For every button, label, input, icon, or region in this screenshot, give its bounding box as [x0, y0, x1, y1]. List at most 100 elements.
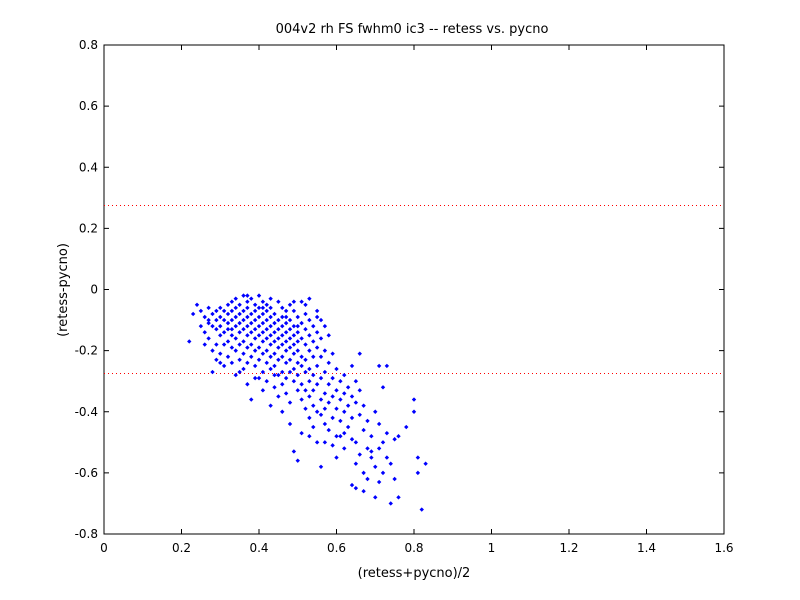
data-point [314, 314, 320, 320]
data-point [338, 434, 343, 439]
data-point [249, 311, 254, 317]
data-point [280, 314, 285, 320]
data-point [225, 311, 231, 317]
data-point [194, 302, 200, 307]
data-point [404, 424, 409, 430]
data-point [322, 391, 328, 396]
x-tick-label: 1.2 [559, 541, 578, 555]
data-point [334, 388, 339, 393]
data-point [357, 351, 362, 356]
data-point [303, 369, 308, 375]
data-point [264, 327, 269, 332]
data-point [237, 311, 242, 317]
data-point [214, 317, 219, 323]
data-point [287, 400, 293, 405]
data-point [260, 305, 266, 311]
data-point [318, 412, 324, 418]
data-point [198, 323, 204, 329]
data-point [276, 357, 281, 362]
data-point [268, 366, 273, 372]
data-point [342, 430, 347, 436]
data-point [291, 342, 297, 347]
data-point [353, 461, 359, 466]
data-point [280, 342, 285, 347]
data-point [307, 434, 312, 439]
data-point [353, 378, 359, 384]
data-point [264, 308, 269, 314]
data-point [326, 382, 331, 387]
data-point [206, 305, 211, 311]
data-point [303, 388, 308, 393]
data-point [272, 320, 277, 326]
data-point [345, 424, 351, 430]
data-point [303, 311, 308, 317]
data-point [233, 296, 238, 301]
data-point [295, 360, 300, 366]
data-point [330, 375, 335, 381]
data-point [291, 323, 297, 329]
data-point [225, 327, 231, 332]
data-point [256, 305, 262, 311]
data-point [233, 323, 238, 329]
data-point [268, 342, 273, 347]
x-tick-label: 1.4 [637, 541, 656, 555]
data-point [303, 302, 308, 307]
data-point [314, 440, 320, 445]
x-tick-label: 0.8 [404, 541, 423, 555]
data-point [283, 320, 289, 326]
data-point [245, 333, 250, 338]
data-point [295, 330, 300, 335]
data-point [303, 406, 308, 411]
data-point [249, 296, 254, 301]
y-tick-label: 0 [90, 283, 98, 297]
data-point [268, 403, 273, 408]
axis-ticks: 0 0.2 0.4 0.6 0.8 1 1.2 1.4 1.6 -0.8 -0.6 -0.4 -0.2 0… [75, 38, 734, 555]
data-point [229, 360, 235, 366]
data-point [322, 421, 328, 427]
data-point [330, 394, 335, 399]
data-point [334, 406, 339, 411]
data-point [334, 434, 339, 439]
data-point [252, 336, 258, 341]
data-point [241, 351, 246, 356]
data-point [396, 495, 401, 500]
data-point [245, 293, 250, 298]
data-point [369, 434, 374, 439]
data-point [256, 345, 262, 350]
data-point [311, 354, 316, 359]
data-point [206, 320, 211, 326]
x-tick-label: 0.6 [327, 541, 346, 555]
data-point [221, 363, 227, 369]
data-point [229, 345, 235, 350]
data-point [256, 357, 262, 362]
data-point [299, 397, 304, 402]
data-point [326, 333, 331, 338]
data-point [314, 409, 320, 414]
x-tick-label: 1.6 [714, 541, 733, 555]
y-tick-label: -0.6 [75, 466, 98, 480]
data-point [221, 308, 227, 314]
data-point [245, 345, 250, 350]
data-point [345, 385, 351, 390]
data-point [249, 342, 254, 347]
data-point [396, 434, 401, 439]
data-point [311, 424, 316, 430]
data-point [311, 388, 316, 393]
data-point [353, 400, 359, 405]
data-point [357, 452, 362, 457]
data-point [322, 406, 328, 411]
data-point [318, 397, 324, 402]
data-point [287, 317, 293, 323]
data-point [299, 382, 304, 387]
data-point [229, 299, 235, 304]
data-point [241, 339, 246, 344]
data-point [283, 391, 289, 396]
data-point [264, 360, 269, 366]
data-point [245, 305, 250, 311]
data-point [229, 317, 235, 323]
data-point [260, 311, 266, 317]
data-point [233, 348, 238, 353]
data-point [283, 339, 289, 344]
y-tick-label: 0.8 [79, 38, 98, 52]
